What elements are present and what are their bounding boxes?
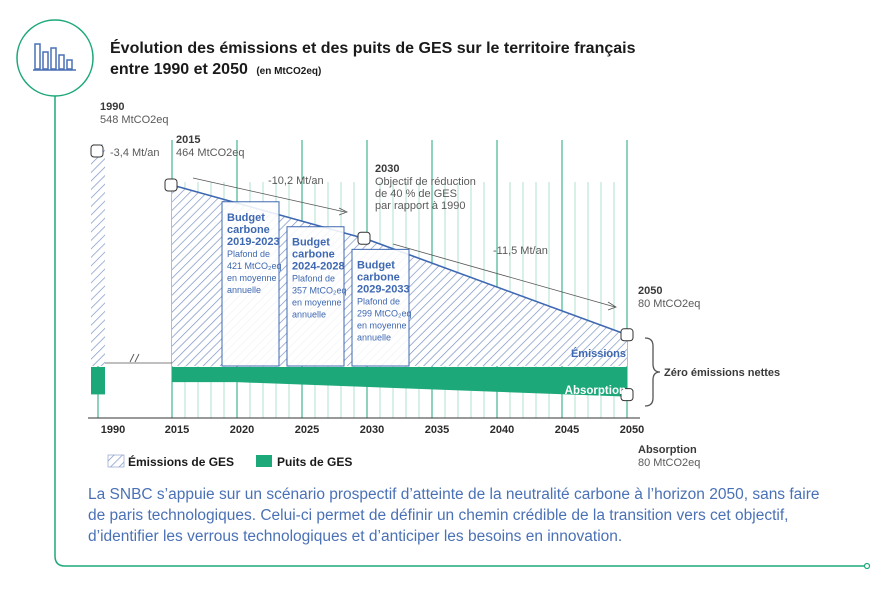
budget-box-2019-2023 <box>221 201 280 367</box>
budget-3-text-5: 299 MtCO₂eq <box>357 308 412 318</box>
budget-1-text-6: en moyenne <box>227 273 277 283</box>
milestone-markers <box>90 144 634 402</box>
absorption-area <box>172 367 627 397</box>
budget-3-text-2: carbone <box>357 271 400 283</box>
marker-1990 <box>90 144 104 158</box>
budget-1-text-2: carbone <box>227 224 270 236</box>
budget-3-text-4: Plafond de <box>357 296 400 306</box>
bar-chart-icon <box>16 19 94 97</box>
tick-2020: 2020 <box>230 424 254 436</box>
label-2015-value: 464 MtCO2eq <box>176 147 244 159</box>
budget-3-text-6: en moyenne <box>357 320 407 330</box>
budget-1-text-3: 2019-2023 <box>227 236 280 248</box>
budget-2-text-5: 357 MtCO₂eq <box>292 286 347 296</box>
budget-2-text-3: 2024-2028 <box>292 261 345 273</box>
absorption-bar-1990 <box>91 367 105 395</box>
budget-2-text-2: carbone <box>292 249 335 261</box>
legend-swatch-absorption <box>256 455 272 467</box>
budget-2-text-7: annuelle <box>292 310 326 320</box>
chart-caption: La SNBC s’appuie sur un scénario prospec… <box>88 486 820 545</box>
label-2030-year: 2030 <box>375 163 399 175</box>
emissions-area-1990 <box>91 144 105 366</box>
marker-2015 <box>164 178 178 192</box>
net-zero-bracket <box>644 337 661 407</box>
tick-2035: 2035 <box>425 424 449 436</box>
legend-label-absorption: Puits de GES <box>277 455 352 469</box>
frame-line <box>54 95 866 567</box>
label-2050-year: 2050 <box>638 285 662 297</box>
chart-title-line2: entre 1990 et 2050 (en MtCO2eq) <box>110 61 321 78</box>
x-axis-ticks: 1990 2015 2020 2025 2030 2035 2040 2045 2050 <box>101 424 644 436</box>
budget-3-text-3: 2029-2033 <box>357 283 410 295</box>
budget-2-text-1: Budget <box>292 237 330 249</box>
budget-2-text-6: en moyenne <box>292 298 342 308</box>
label-1990-value: 548 MtCO2eq <box>100 114 168 126</box>
legend-label-emissions: Émissions de GES <box>128 454 234 469</box>
budget-2-text-4: Plafond de <box>292 274 335 284</box>
budget-3-text-7: annuelle <box>357 332 391 342</box>
tick-2015: 2015 <box>165 424 189 436</box>
absorption-area-label: Absorption <box>565 385 626 397</box>
legend: Émissions de GES Puits de GES <box>107 454 352 469</box>
chart-title-period: entre 1990 et 2050 <box>110 61 248 78</box>
label-absorption-2050-value: 80 MtCO2eq <box>638 457 700 469</box>
marker-2050 <box>620 328 634 342</box>
tick-1990: 1990 <box>101 424 125 436</box>
tick-2050: 2050 <box>620 424 644 436</box>
budget-box-2024-2028 <box>286 226 345 367</box>
marker-2030 <box>357 231 371 245</box>
label-2050-value: 80 MtCO2eq <box>638 298 700 310</box>
label-2015-year: 2015 <box>176 134 200 146</box>
tick-2045: 2045 <box>555 424 579 436</box>
budget-1-text-4: Plafond de <box>227 249 270 259</box>
budget-3-text-1: Budget <box>357 259 395 271</box>
budget-1-text-5: 421 MtCO₂eq <box>227 261 282 271</box>
frame-end-dot <box>863 562 871 570</box>
tick-2030: 2030 <box>360 424 384 436</box>
budget-1-text-7: annuelle <box>227 285 261 295</box>
legend-swatch-emissions <box>107 454 125 468</box>
rate-2015-2030: -10,2 Mt/an <box>268 175 324 187</box>
label-2030-line2: de 40 % de GES <box>375 188 457 200</box>
tick-2040: 2040 <box>490 424 514 436</box>
chart-title-unit: (en MtCO2eq) <box>256 66 321 77</box>
label-1990-year: 1990 <box>100 101 124 113</box>
net-zero-label: Zéro émissions nettes <box>664 367 780 379</box>
budget-box-2029-2033 <box>351 248 410 367</box>
emissions-area-label: Émissions <box>571 347 626 360</box>
label-2030-line1: Objectif de réduction <box>375 176 476 188</box>
rate-2030-2050: -11,5 Mt/an <box>493 245 548 257</box>
rate-1990-2015: -3,4 Mt/an <box>110 147 160 159</box>
rate-arrows <box>192 177 617 311</box>
tick-2025: 2025 <box>295 424 319 436</box>
label-absorption-2050: Absorption <box>638 444 697 456</box>
label-2030-line3: par rapport à 1990 <box>375 200 466 212</box>
chart-title: Évolution des émissions et des puits de … <box>110 38 636 57</box>
budget-1-text-1: Budget <box>227 212 265 224</box>
axis-break-mark <box>129 353 140 363</box>
marker-absorption-2050 <box>620 388 634 402</box>
